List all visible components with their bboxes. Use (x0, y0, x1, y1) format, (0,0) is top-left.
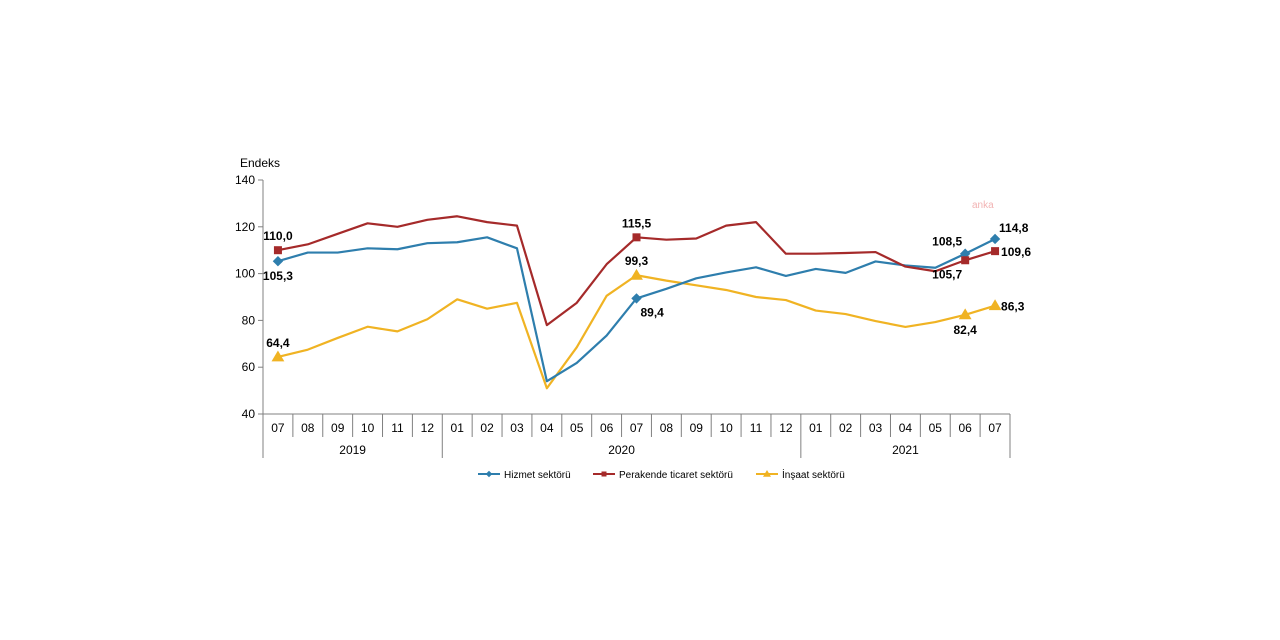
data-label: 108,5 (932, 235, 962, 249)
x-tick-label: 09 (331, 421, 345, 435)
x-tick-label: 02 (839, 421, 853, 435)
x-tick-label: 11 (391, 421, 404, 435)
data-label: 86,3 (1001, 300, 1025, 314)
x-tick-label: 04 (899, 421, 913, 435)
series-marker (961, 256, 970, 265)
data-label: 64,4 (266, 336, 290, 350)
x-tick-label: 08 (660, 421, 674, 435)
x-tick-label: 05 (570, 421, 584, 435)
data-label: 115,5 (622, 216, 652, 230)
y-tick-label: 120 (235, 220, 255, 234)
data-label: 105,3 (263, 269, 293, 283)
watermark: anka (972, 200, 994, 211)
series-marker (989, 233, 1001, 245)
data-labels: 105,3 89,4 108,5 114,8 110,0 115,5 105,7 109,6 6… (263, 216, 1031, 350)
series-marker (959, 248, 971, 259)
x-tick-label: 07 (271, 421, 285, 435)
data-label: 109,6 (1001, 245, 1031, 259)
data-label: 99,3 (625, 254, 649, 268)
legend-label: İnşaat sektörü (782, 468, 845, 481)
x-tick-label: 11 (750, 421, 763, 435)
x-tick-label: 01 (451, 421, 465, 435)
y-tick-label: 80 (242, 313, 256, 327)
data-label: 105,7 (932, 267, 962, 281)
x-tick-label: 02 (480, 421, 494, 435)
series-marker (601, 471, 607, 477)
series-marker (763, 470, 771, 477)
data-label: 114,8 (999, 221, 1029, 235)
x-tick-label: 08 (301, 421, 315, 435)
legend: Hizmet sektörü Perakende ticaret sektörü İ… (478, 468, 845, 481)
y-tick-label: 60 (242, 360, 256, 374)
y-tick-label: 100 (235, 267, 255, 281)
x-tick-label: 06 (959, 421, 973, 435)
x-tick-label: 03 (510, 421, 524, 435)
series-marker (273, 246, 282, 255)
series-marker (272, 255, 284, 267)
y-tick-label: 40 (242, 407, 256, 421)
y-tick-label: 140 (235, 173, 255, 187)
axes: 40 60 80 100 120 140 07 08 09 10 11 12 01 02 03 04 05 06 0… (235, 173, 1011, 458)
series-marker (991, 247, 1000, 256)
series-marker (958, 308, 972, 320)
legend-label: Hizmet sektörü (504, 470, 571, 481)
series-marker (485, 470, 493, 478)
data-label: 89,4 (641, 305, 665, 319)
legend-label: Perakende ticaret sektörü (619, 470, 733, 481)
x-tick-label: 09 (690, 421, 704, 435)
year-label: 2020 (608, 443, 635, 457)
x-tick-label: 04 (540, 421, 554, 435)
x-tick-label: 07 (630, 421, 644, 435)
data-label: 82,4 (954, 323, 978, 337)
x-tick-label: 12 (779, 421, 793, 435)
x-tick-label: 07 (988, 421, 1002, 435)
x-tick-label: 01 (809, 421, 823, 435)
y-axis-title: Endeks (240, 156, 280, 170)
series-marker (631, 293, 642, 304)
series-marker (632, 233, 641, 242)
series-line (277, 274, 996, 390)
x-tick-label: 10 (361, 421, 375, 435)
year-label: 2021 (892, 443, 919, 457)
x-tick-label: 05 (929, 421, 943, 435)
x-tick-label: 12 (421, 421, 435, 435)
series-layer (271, 215, 1002, 390)
data-label: 110,0 (263, 229, 293, 243)
x-tick-label: 10 (719, 421, 733, 435)
x-tick-label: 03 (869, 421, 883, 435)
series-marker (271, 350, 285, 362)
series-marker (630, 268, 643, 280)
x-tick-label: 06 (600, 421, 614, 435)
year-label: 2019 (339, 443, 366, 457)
series-marker (988, 299, 1002, 311)
